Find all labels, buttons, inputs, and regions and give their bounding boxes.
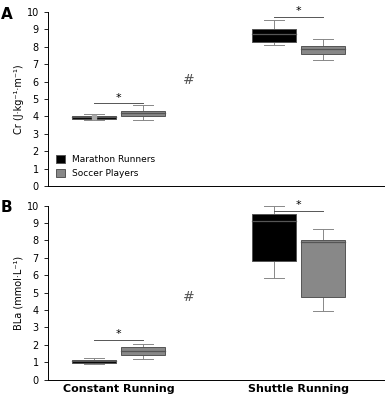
Legend: Marathon Runners, Soccer Players: Marathon Runners, Soccer Players (52, 152, 159, 182)
Bar (252, 214, 296, 261)
Y-axis label: Cr (J·kg⁻¹·m⁻¹): Cr (J·kg⁻¹·m⁻¹) (14, 64, 24, 134)
Y-axis label: BLa (mmol·L⁻¹): BLa (mmol·L⁻¹) (14, 256, 24, 330)
Bar (301, 46, 345, 54)
Text: #: # (183, 73, 195, 87)
Text: B: B (1, 200, 12, 215)
Text: *: * (296, 200, 301, 210)
Bar (72, 360, 116, 362)
Text: *: * (116, 329, 121, 339)
Bar (252, 28, 296, 42)
Bar (301, 240, 345, 297)
Text: *: * (296, 6, 301, 16)
Text: A: A (1, 7, 12, 22)
Text: #: # (183, 290, 195, 304)
Text: *: * (116, 92, 121, 102)
Bar (121, 347, 165, 355)
Bar (121, 111, 165, 116)
Bar (72, 116, 116, 118)
